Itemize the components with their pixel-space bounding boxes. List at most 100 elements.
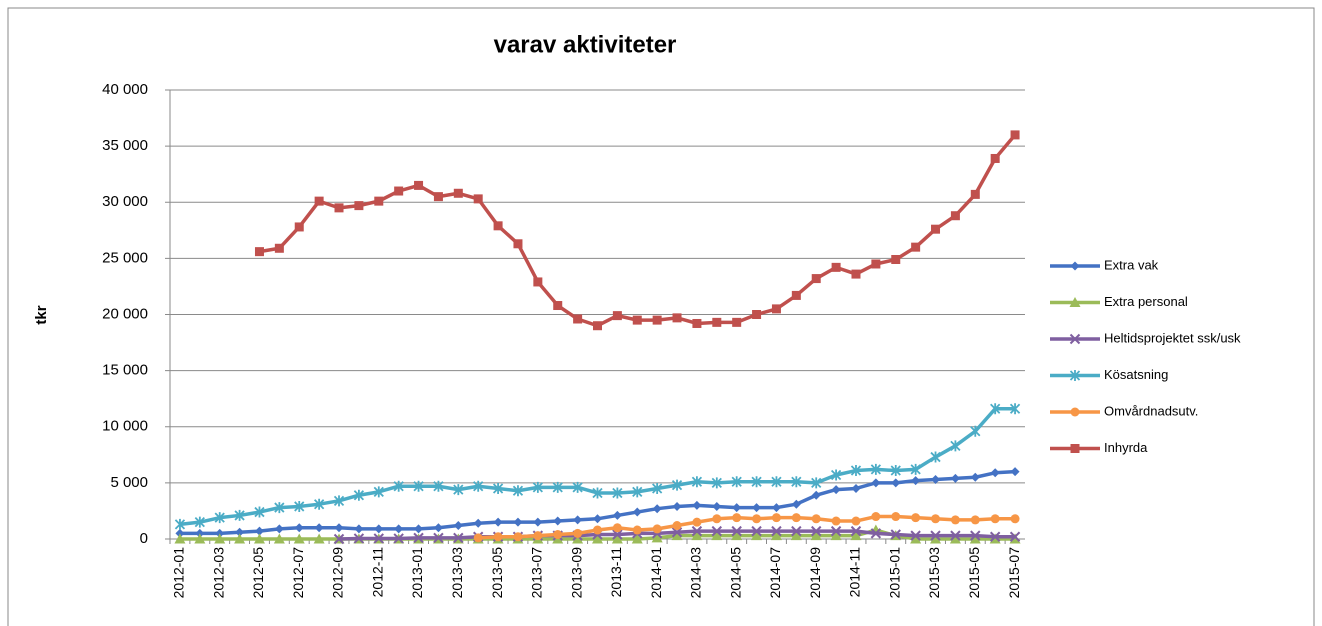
legend-label: Kösatsning: [1104, 367, 1168, 382]
marker: [553, 530, 563, 540]
marker: [950, 530, 961, 541]
marker: [930, 451, 941, 463]
marker: [990, 514, 1000, 524]
marker: [671, 479, 683, 491]
marker: [294, 222, 304, 232]
marker: [930, 530, 941, 541]
marker: [1010, 130, 1020, 140]
x-tick-label: 2014-05: [727, 547, 743, 599]
marker: [712, 317, 722, 327]
marker: [871, 512, 881, 522]
marker: [911, 513, 921, 523]
legend-label: Extra personal: [1104, 294, 1188, 309]
marker: [831, 485, 841, 495]
marker: [194, 516, 205, 528]
marker: [572, 481, 583, 493]
marker: [313, 533, 325, 544]
marker: [652, 504, 662, 514]
marker: [433, 532, 444, 544]
marker: [532, 481, 543, 493]
marker: [672, 313, 682, 323]
y-tick-label: 15 000: [102, 362, 148, 379]
marker: [851, 483, 861, 493]
marker: [333, 533, 345, 545]
marker: [553, 516, 563, 526]
marker: [970, 515, 980, 525]
marker: [493, 532, 503, 542]
marker: [632, 525, 642, 535]
marker: [513, 517, 523, 527]
marker: [473, 480, 484, 492]
marker: [214, 533, 226, 544]
marker: [314, 196, 324, 206]
marker: [195, 528, 205, 538]
marker: [235, 527, 245, 537]
marker: [294, 523, 304, 533]
marker: [830, 469, 842, 481]
marker: [473, 533, 483, 543]
marker: [970, 530, 981, 541]
marker: [910, 463, 921, 475]
marker: [989, 531, 1001, 542]
marker: [850, 525, 862, 537]
marker: [751, 530, 763, 541]
marker: [492, 482, 504, 494]
marker: [1010, 467, 1020, 477]
marker: [414, 180, 424, 190]
marker: [810, 530, 822, 541]
marker: [930, 533, 942, 544]
x-tick-label: 2014-03: [688, 547, 704, 599]
marker: [1009, 403, 1021, 415]
chart-title: varav aktiviteter: [494, 31, 677, 58]
marker: [1009, 531, 1021, 542]
marker: [593, 514, 602, 524]
marker: [612, 529, 623, 540]
marker: [433, 192, 443, 202]
marker: [752, 514, 762, 524]
marker: [751, 525, 762, 537]
marker: [672, 521, 682, 531]
marker: [790, 530, 802, 541]
marker: [572, 533, 584, 544]
x-tick-label: 2014-11: [847, 547, 863, 598]
marker: [473, 518, 483, 528]
x-tick-label: 2012-09: [330, 547, 346, 599]
marker: [353, 489, 365, 501]
y-tick-label: 0: [140, 530, 148, 547]
marker: [711, 530, 723, 541]
marker: [253, 533, 265, 544]
marker: [611, 533, 623, 544]
marker: [891, 478, 901, 488]
marker: [711, 525, 723, 537]
series-line: [478, 514, 1016, 540]
legend-label: Heltidsprojektet ssk/usk: [1104, 330, 1241, 345]
marker: [453, 532, 464, 544]
marker: [632, 486, 643, 498]
marker: [990, 153, 1000, 163]
marker: [1010, 514, 1020, 524]
marker: [731, 476, 742, 488]
marker: [194, 533, 206, 544]
x-tick-label: 2014-09: [807, 547, 823, 599]
marker: [354, 524, 364, 534]
marker: [911, 476, 921, 486]
marker: [712, 501, 722, 511]
y-tick-label: 20 000: [102, 305, 148, 322]
marker: [672, 501, 682, 511]
marker: [573, 515, 583, 525]
x-tick-label: 2015-01: [886, 547, 902, 599]
marker: [970, 189, 980, 199]
marker: [234, 509, 245, 521]
x-tick-label: 2013-09: [568, 547, 584, 599]
marker: [493, 517, 503, 527]
marker: [791, 476, 802, 488]
y-tick-label: 25 000: [102, 249, 148, 266]
marker: [573, 314, 583, 324]
marker: [811, 477, 822, 489]
marker: [433, 523, 443, 533]
marker: [651, 532, 663, 543]
marker: [254, 506, 265, 518]
marker: [334, 203, 344, 213]
marker: [573, 528, 583, 538]
